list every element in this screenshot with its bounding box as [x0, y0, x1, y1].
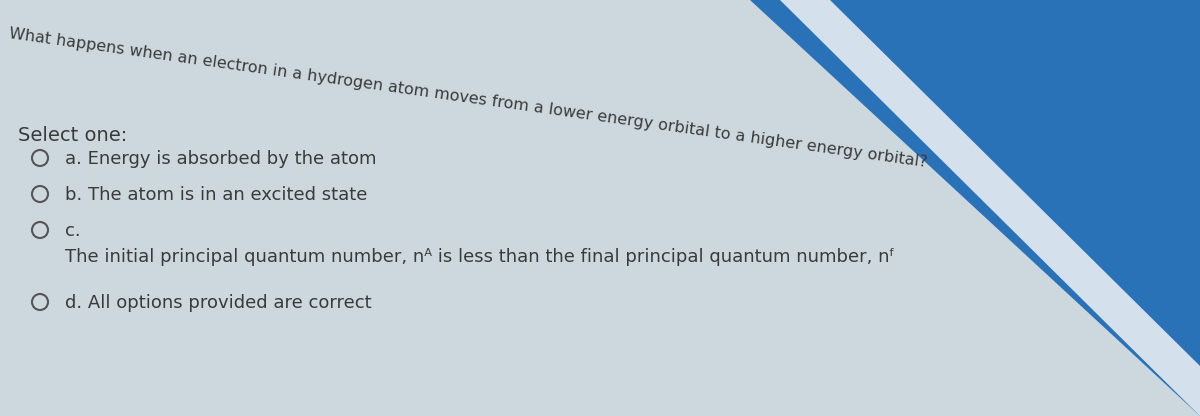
Text: Select one:: Select one:: [18, 126, 127, 145]
Text: c.: c.: [65, 222, 80, 240]
Text: d. All options provided are correct: d. All options provided are correct: [65, 294, 372, 312]
Polygon shape: [750, 0, 1200, 416]
Text: a. Energy is absorbed by the atom: a. Energy is absorbed by the atom: [65, 150, 377, 168]
Text: What happens when an electron in a hydrogen atom moves from a lower energy orbit: What happens when an electron in a hydro…: [8, 26, 928, 170]
Text: b. The atom is in an excited state: b. The atom is in an excited state: [65, 186, 367, 204]
Polygon shape: [780, 0, 1200, 416]
Text: The initial principal quantum number, nᴬ is less than the final principal quantu: The initial principal quantum number, nᴬ…: [65, 248, 895, 266]
